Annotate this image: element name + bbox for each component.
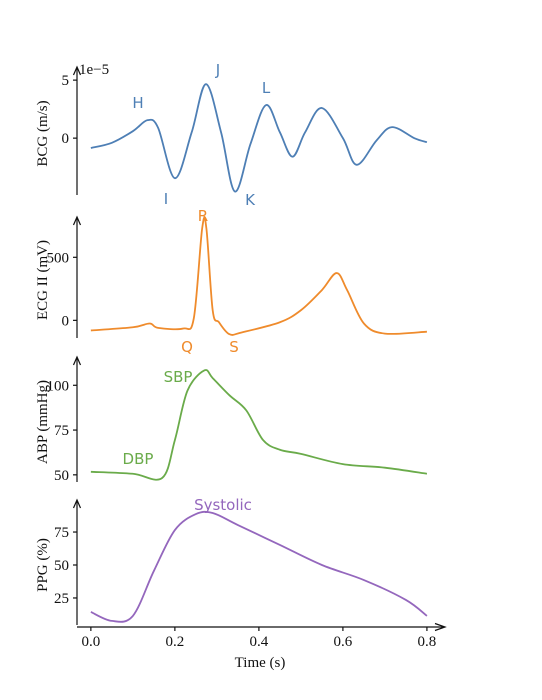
annotation: S — [229, 338, 239, 356]
x-axis-arrow — [434, 622, 447, 632]
x-axis-label: Time (s) — [235, 655, 286, 671]
annotation: J — [215, 61, 220, 79]
panel: 0 5 1e−5 BCG (m/s) H I J K L — [35, 61, 428, 209]
x-tick-label: 0.6 — [334, 634, 353, 650]
y-tick-label: 25 — [54, 591, 69, 607]
y-axis-arrow — [72, 65, 82, 76]
x-tick-label: 0.4 — [250, 634, 269, 650]
y-tick-label: 500 — [47, 250, 70, 266]
data-line — [90, 216, 427, 336]
y-tick-label: 50 — [54, 468, 69, 484]
annotation: Systolic — [194, 496, 252, 514]
data-line — [90, 369, 428, 481]
y-axis-arrow — [72, 355, 82, 366]
annotation: I — [164, 190, 168, 208]
y-tick-label: 50 — [54, 558, 69, 574]
y-tick-label: 75 — [54, 525, 69, 541]
x-tick-label: 0.0 — [81, 634, 100, 650]
x-tick-label: 0.8 — [418, 634, 437, 650]
annotation: K — [245, 191, 256, 209]
x-tick-label: 0.2 — [166, 634, 185, 650]
data-line — [90, 510, 428, 623]
annotation: DBP — [123, 450, 154, 468]
y-axis-arrow — [72, 215, 82, 226]
y-tick-label: 0 — [62, 313, 70, 329]
y-axis-label: PPG (%) — [35, 538, 51, 592]
y-tick-label: 0 — [62, 131, 70, 147]
y-axis-label: ECG II (mV) — [35, 240, 51, 320]
annotation: R — [198, 207, 208, 225]
y-tick-label: 100 — [47, 378, 70, 394]
y-axis-label: BCG (m/s) — [35, 100, 51, 166]
y-axis-arrow — [72, 498, 82, 509]
annotation: L — [262, 79, 271, 97]
annotation: H — [132, 94, 143, 112]
offset-label: 1e−5 — [79, 62, 109, 78]
y-tick-label: 75 — [54, 423, 69, 439]
y-axis-label: ABP (mmHg) — [35, 380, 51, 464]
annotation: Q — [181, 338, 193, 356]
data-line — [90, 83, 428, 193]
annotation: SBP — [164, 368, 193, 386]
y-tick-label: 5 — [62, 73, 70, 89]
